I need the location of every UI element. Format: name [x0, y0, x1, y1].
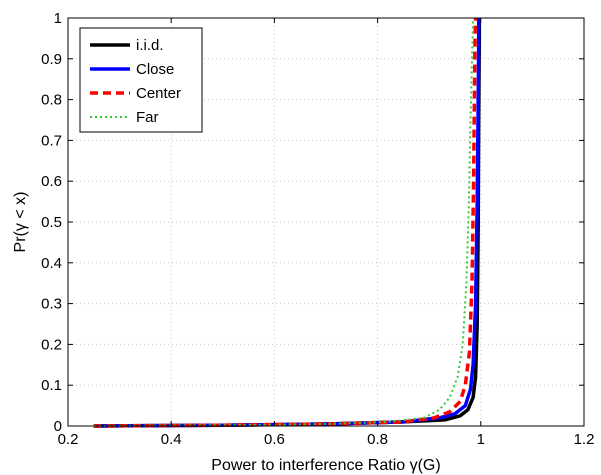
y-tick-label: 0.8	[41, 92, 62, 109]
y-tick-label: 0	[54, 418, 62, 435]
y-tick-label: 0.7	[41, 132, 62, 149]
legend-label: Far	[136, 109, 159, 126]
x-tick-label: 1	[477, 431, 485, 448]
y-tick-label: 0.9	[41, 51, 62, 68]
legend-label: i.i.d.	[136, 37, 164, 54]
x-axis-label: Power to interference Ratio γ(G)	[211, 457, 440, 474]
y-tick-label: 0.5	[41, 214, 62, 231]
legend-label: Center	[136, 85, 181, 102]
y-axis-label: Pr(γ < x)	[12, 192, 29, 253]
y-tick-label: 0.6	[41, 173, 62, 190]
y-tick-label: 0.2	[41, 336, 62, 353]
legend-label: Close	[136, 61, 174, 78]
x-tick-label: 0.8	[367, 431, 388, 448]
y-tick-label: 1	[54, 10, 62, 27]
y-tick-label: 0.1	[41, 377, 62, 394]
x-tick-label: 0.4	[161, 431, 182, 448]
y-tick-label: 0.4	[41, 255, 62, 272]
series-line-center	[93, 17, 478, 428]
y-tick-label: 0.3	[41, 296, 62, 313]
x-tick-label: 1.2	[574, 431, 595, 448]
axis-ticks: 0.2 0.4 0.6 0.8 1 1.2 0 0.1 0.2 0.3 0.4 0.5 0.6 0.7 0.…	[41, 10, 594, 448]
legend: i.i.d. Close Center Far	[79, 27, 203, 133]
x-tick-label: 0.2	[58, 431, 79, 448]
x-tick-label: 0.6	[264, 431, 285, 448]
series-lines	[93, 17, 482, 428]
